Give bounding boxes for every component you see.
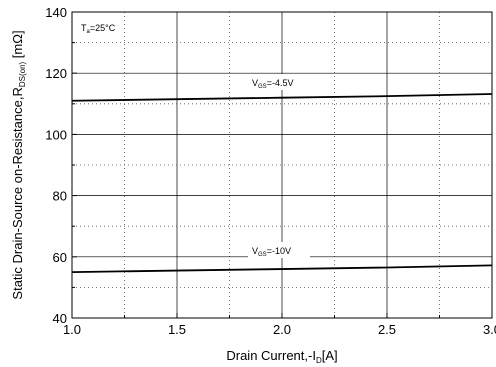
curve-label-vgs-10v: VGS=-10V <box>252 246 291 258</box>
curve-label-10-bg <box>248 242 310 258</box>
x-tick-label: 2.5 <box>378 322 396 337</box>
y-tick-label: 140 <box>45 5 67 20</box>
curve-label-45-bg <box>248 74 310 90</box>
temperature-annotation: Ta=25°C <box>81 23 116 35</box>
x-tick-label: 3.0 <box>483 322 496 337</box>
ticks: 1.0 1.5 2.0 2.5 3.0 40 60 80 100 120 140 <box>45 5 496 337</box>
series-layer <box>71 93 493 273</box>
y-axis-title: Static Drain-Source on-Resistance,RDS(on… <box>10 30 27 299</box>
curve-label-vgs-4-5v: VGS=-4.5V <box>252 78 293 90</box>
x-axis-title: Drain Current,-ID[A] <box>226 348 337 365</box>
grid <box>72 12 492 318</box>
x-tick-label: 1.5 <box>168 322 186 337</box>
y-tick-label: 60 <box>53 250 67 265</box>
y-tick-label: 120 <box>45 66 67 81</box>
series-line-vgs-4-5v <box>71 93 493 102</box>
y-tick-label: 40 <box>53 311 67 326</box>
y-tick-label: 80 <box>53 189 67 204</box>
x-tick-label: 1.0 <box>63 322 81 337</box>
series-line-vgs-10v <box>71 264 493 273</box>
x-tick-label: 2.0 <box>273 322 291 337</box>
y-tick-label: 100 <box>45 127 67 142</box>
